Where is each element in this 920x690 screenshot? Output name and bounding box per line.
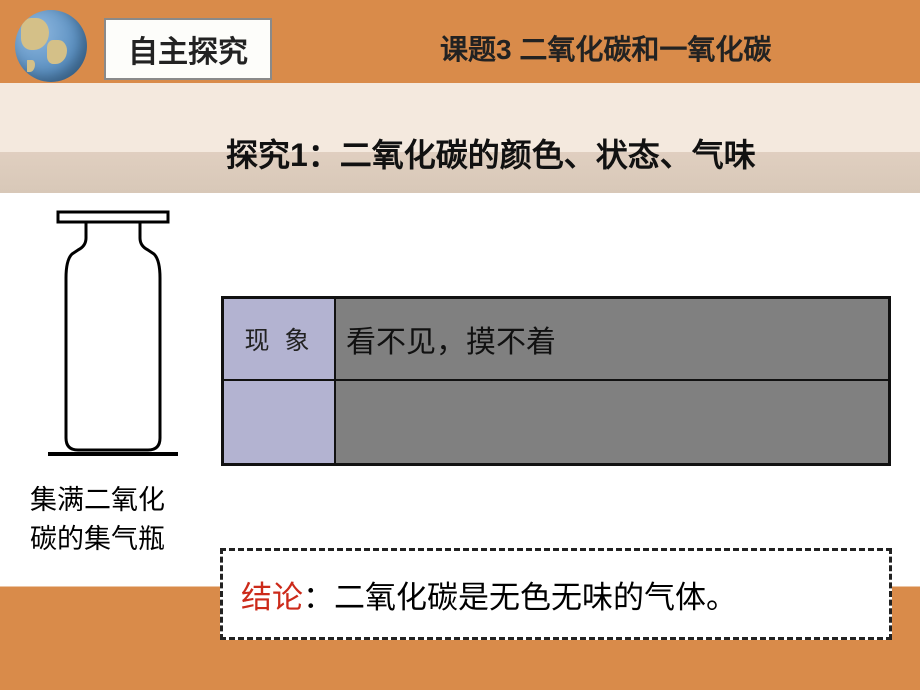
table-header-empty bbox=[224, 381, 336, 463]
bottle-caption-line2: 碳的集气瓶 bbox=[30, 524, 165, 554]
bottle-caption-line1: 集满二氧化 bbox=[30, 485, 165, 515]
lesson-title: 课题3 二氧化碳和一氧化碳 bbox=[440, 28, 771, 68]
bottle-figure: 集满二氧化 碳的集气瓶 bbox=[28, 200, 198, 559]
gas-bottle-icon bbox=[38, 200, 188, 470]
badge-label: 自主探究 bbox=[104, 18, 272, 80]
table-value-phenomenon: 看不见，摸不着 bbox=[336, 299, 888, 381]
observation-table: 现 象 看不见，摸不着 bbox=[221, 296, 891, 466]
header-bar: 自主探究 课题3 二氧化碳和一氧化碳 bbox=[0, 10, 920, 80]
table-value-empty bbox=[336, 381, 888, 463]
conclusion-text: ：二氧化碳是无色无味的气体。 bbox=[303, 572, 737, 617]
inquiry-title: 探究1：二氧化碳的颜色、状态、气味 bbox=[226, 130, 756, 176]
table-header-phenomenon: 现 象 bbox=[224, 299, 336, 381]
conclusion-label: 结论 bbox=[241, 572, 303, 617]
bottle-caption: 集满二氧化 碳的集气瓶 bbox=[28, 481, 198, 559]
conclusion-box: 结论 ：二氧化碳是无色无味的气体。 bbox=[220, 548, 892, 640]
globe-icon bbox=[15, 10, 87, 82]
